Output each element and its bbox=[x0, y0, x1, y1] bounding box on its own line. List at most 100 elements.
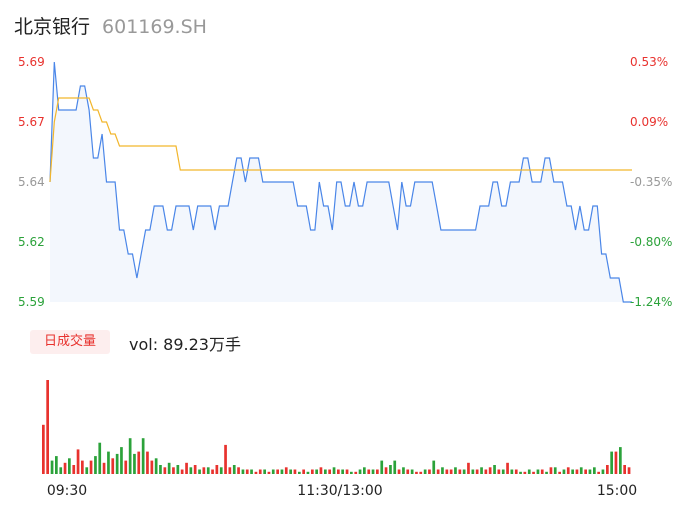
volume-bar bbox=[510, 469, 514, 474]
volume-bar bbox=[224, 444, 227, 474]
left-tick-label: 5.67 bbox=[18, 115, 45, 129]
volume-bar bbox=[623, 465, 626, 474]
time-tick-label: 15:00 bbox=[597, 483, 637, 499]
volume-bar bbox=[306, 471, 310, 474]
volume-bar bbox=[488, 467, 492, 474]
volume-bar bbox=[180, 469, 184, 474]
volume-bar bbox=[46, 380, 49, 474]
volume-bar bbox=[519, 471, 522, 474]
volume-bar bbox=[94, 456, 97, 474]
volume-bar bbox=[293, 469, 297, 474]
volume-bar bbox=[480, 467, 483, 474]
volume-bar bbox=[50, 460, 54, 474]
volume-bar bbox=[606, 465, 609, 474]
right-tick-label: 0.09% bbox=[630, 115, 668, 129]
right-percent-axis: 0.53% 0.09% -0.35% -0.80% -1.24% bbox=[630, 55, 672, 309]
volume-bar bbox=[536, 469, 540, 474]
volume-bar bbox=[458, 469, 462, 474]
left-tick-label: 5.62 bbox=[18, 235, 45, 249]
volume-tab[interactable]: 日成交量 bbox=[30, 330, 110, 354]
volume-bar bbox=[202, 467, 206, 474]
volume-bar bbox=[584, 469, 587, 474]
volume-bar bbox=[59, 467, 63, 474]
volume-bar bbox=[107, 451, 110, 474]
volume-bar bbox=[337, 469, 340, 474]
volume-bar bbox=[228, 467, 232, 474]
volume-bar bbox=[263, 469, 266, 474]
volume-bar bbox=[475, 469, 479, 474]
volume-bar bbox=[89, 460, 93, 474]
volume-bar bbox=[72, 465, 76, 474]
volume-bar bbox=[276, 469, 279, 474]
volume-bar bbox=[250, 469, 253, 474]
volume-bar bbox=[215, 465, 219, 474]
volume-bar bbox=[571, 469, 574, 474]
volume-bar bbox=[423, 469, 427, 474]
volume-bar bbox=[445, 469, 449, 474]
volume-bar bbox=[397, 469, 401, 474]
stock-code: 601169.SH bbox=[102, 16, 207, 38]
volume-bar bbox=[141, 438, 145, 474]
average-price-line bbox=[49, 97, 632, 183]
volume-bar bbox=[111, 458, 115, 474]
volume-bar bbox=[601, 469, 605, 474]
volume-bar bbox=[363, 467, 366, 474]
volume-bar bbox=[115, 453, 119, 474]
volume-bar bbox=[619, 447, 622, 474]
volume-bar bbox=[545, 471, 548, 474]
volume-bar bbox=[284, 467, 288, 474]
volume-bar bbox=[146, 451, 149, 474]
volume-bar bbox=[553, 467, 557, 474]
volume-bar bbox=[289, 469, 292, 474]
volume-bar bbox=[566, 467, 570, 474]
volume-bar bbox=[471, 469, 475, 474]
volume-bar bbox=[432, 460, 436, 474]
time-tick-label: 11:30/13:00 bbox=[297, 483, 382, 499]
volume-bar bbox=[380, 460, 384, 474]
volume-bar bbox=[102, 462, 106, 474]
volume-bar bbox=[128, 438, 132, 474]
volume-bar bbox=[85, 467, 89, 474]
volume-bar bbox=[410, 469, 414, 474]
volume-bar bbox=[211, 469, 214, 474]
volume-bar bbox=[271, 469, 275, 474]
volume-bar bbox=[302, 469, 305, 474]
volume-bar bbox=[371, 469, 375, 474]
volume-bar bbox=[376, 469, 379, 474]
volume-bar bbox=[298, 471, 301, 474]
volume-bar bbox=[159, 465, 162, 474]
volume-bar bbox=[267, 471, 271, 474]
volume-bar bbox=[588, 469, 592, 474]
volume-bar bbox=[523, 471, 527, 474]
volume-bar bbox=[428, 469, 431, 474]
volume-bar bbox=[501, 469, 505, 474]
volume-bar bbox=[467, 462, 470, 474]
volume-bar bbox=[527, 469, 531, 474]
volume-bar bbox=[497, 469, 501, 474]
volume-bar bbox=[614, 451, 618, 474]
volume-bar bbox=[124, 460, 128, 474]
volume-bar bbox=[185, 462, 188, 474]
volume-bar bbox=[176, 465, 180, 474]
volume-bar bbox=[63, 462, 67, 474]
volume-bar bbox=[358, 469, 362, 474]
volume-bar bbox=[354, 471, 358, 474]
left-price-axis: 5.69 5.67 5.64 5.62 5.59 bbox=[18, 55, 45, 309]
volume-bar bbox=[237, 467, 240, 474]
right-tick-label: -1.24% bbox=[630, 295, 672, 309]
volume-bar bbox=[506, 462, 509, 474]
volume-bar bbox=[558, 471, 561, 474]
volume-bar bbox=[120, 447, 123, 474]
volume-bar bbox=[532, 471, 535, 474]
volume-bar bbox=[254, 471, 258, 474]
volume-bar bbox=[436, 469, 440, 474]
volume-bar bbox=[610, 451, 613, 474]
volume-bar bbox=[245, 469, 249, 474]
volume-bar bbox=[562, 469, 566, 474]
volume-bar bbox=[345, 469, 349, 474]
volume-bar bbox=[154, 458, 158, 474]
volume-bar bbox=[42, 424, 45, 474]
volume-bar bbox=[350, 471, 353, 474]
volume-bar bbox=[449, 469, 453, 474]
